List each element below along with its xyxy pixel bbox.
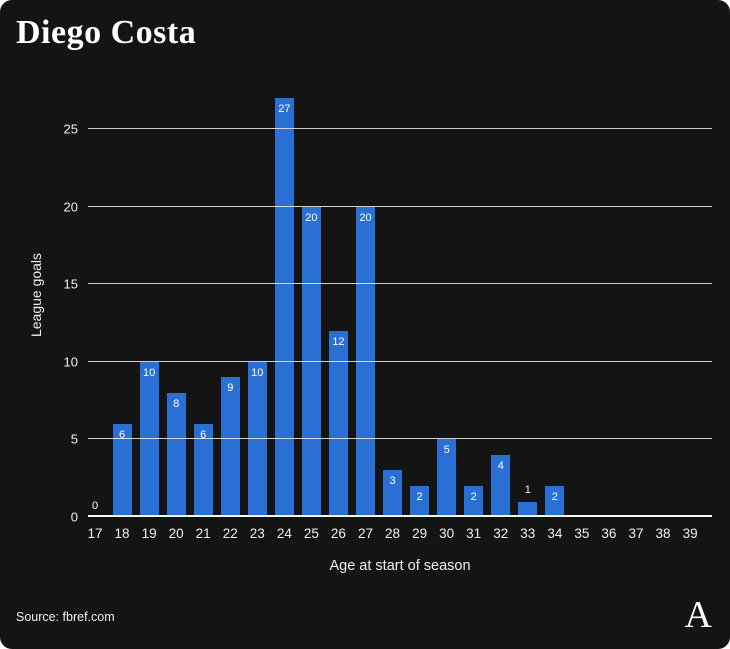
x-tick-label: 37 (628, 526, 644, 541)
bar-age-18 (112, 423, 132, 517)
bar-age-30 (437, 439, 457, 517)
x-tick-label: 20 (168, 526, 184, 541)
x-tick-label: 38 (655, 526, 671, 541)
bar-age-22 (220, 377, 240, 517)
bar-value-label: 20 (359, 211, 372, 224)
chart-title: Diego Costa (16, 14, 197, 51)
bar-value-label: 5 (443, 444, 450, 457)
source-credit: Source: fbref.com (16, 610, 115, 624)
bar-value-label: 8 (173, 397, 180, 410)
x-tick-label: 34 (547, 526, 563, 541)
x-axis-line (88, 515, 712, 517)
bar-age-28 (383, 470, 403, 517)
gridline (88, 128, 712, 130)
bar-value-label: 10 (142, 366, 156, 379)
bar-value-label: 6 (118, 428, 126, 441)
bar-age-20 (166, 392, 186, 517)
bar-age-26 (328, 330, 348, 517)
bar-value-label: 2 (470, 490, 477, 503)
x-axis-title: Age at start of season (329, 558, 471, 574)
plot-area: 0 5 10 15 20 25 17 0 18 6 19 10 20 8 21 6 22 9 23 10 24 27 25 2… (64, 75, 712, 541)
x-tick-label: 27 (357, 526, 374, 541)
bar-age-34 (545, 485, 565, 517)
x-tick-label: 22 (222, 526, 238, 541)
y-tick-label: 15 (63, 276, 78, 292)
gridline (88, 438, 712, 440)
bar-value-label: 27 (278, 103, 291, 116)
gridline (88, 283, 712, 285)
x-tick-label: 29 (412, 526, 428, 541)
x-tick-label: 32 (493, 526, 509, 541)
x-tick-label: 21 (195, 526, 211, 541)
bar-value-label: 3 (389, 475, 396, 488)
y-tick-label: 10 (63, 354, 78, 370)
bar-value-label: 2 (416, 490, 423, 503)
x-tick-label: 30 (439, 526, 455, 541)
bar-age-21 (193, 423, 213, 517)
bar-age-32 (491, 454, 511, 517)
bar-value-label: 0 (91, 500, 99, 512)
bar-value-label: 9 (227, 382, 234, 395)
y-axis-title: League goals (28, 252, 44, 338)
x-tick-label: 25 (303, 526, 319, 541)
x-tick-label: 24 (276, 526, 292, 541)
bar-value-label: 2 (551, 490, 558, 503)
y-tick-label: 0 (70, 509, 78, 525)
x-tick-label: 33 (520, 526, 536, 541)
x-tick-label: 19 (141, 526, 157, 541)
gridline (88, 360, 712, 362)
x-tick-label: 23 (249, 526, 265, 541)
bar-age-24 (274, 98, 294, 517)
bar-age-31 (464, 485, 484, 517)
x-tick-label: 36 (601, 526, 617, 541)
x-tick-label: 17 (87, 526, 103, 541)
bar-value-label: 20 (305, 211, 318, 224)
x-tick-label: 31 (466, 526, 482, 541)
gridline (88, 205, 712, 207)
bar-value-label: 10 (251, 366, 264, 379)
publisher-logo-icon: A (684, 594, 712, 636)
bar-value-label: 4 (497, 459, 504, 472)
x-tick-label: 26 (330, 526, 346, 541)
bar-age-33 (518, 501, 538, 517)
bar-value-label: 6 (200, 428, 207, 441)
x-tick-label: 35 (574, 526, 590, 541)
y-tick-label: 20 (63, 199, 78, 215)
y-tick-label: 5 (70, 431, 78, 447)
x-tick-label: 39 (682, 526, 698, 541)
bar-age-29 (410, 485, 430, 517)
x-tick-label: 18 (114, 526, 130, 541)
x-tick-label: 28 (385, 526, 401, 541)
y-tick-label: 25 (63, 121, 78, 137)
bar-value-label: 12 (332, 335, 345, 348)
bar-value-label: 1 (524, 484, 531, 497)
